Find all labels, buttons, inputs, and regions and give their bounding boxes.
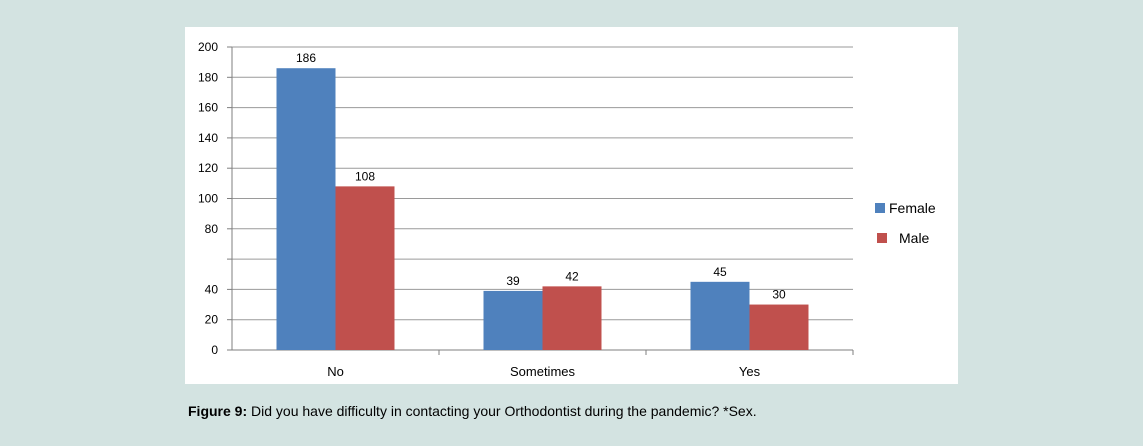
legend-swatch [877, 233, 887, 243]
data-label: 108 [355, 169, 375, 183]
legend-item-male: Male [877, 230, 929, 246]
x-tick-label: Sometimes [510, 364, 576, 379]
y-tick-label: 20 [205, 313, 219, 327]
bar-female [690, 281, 750, 350]
y-tick-label: 120 [198, 161, 218, 175]
bar-female [276, 68, 336, 351]
y-tick-label: 140 [198, 131, 218, 145]
bar-male [542, 286, 602, 350]
data-label: 45 [713, 265, 727, 279]
figure-caption: Figure 9: Did you have difficulty in con… [188, 403, 757, 419]
bar-male [749, 304, 809, 350]
data-label: 42 [565, 269, 579, 283]
x-tick-label: No [327, 364, 344, 379]
x-tick-label: Yes [739, 364, 761, 379]
y-tick-label: 160 [198, 101, 218, 115]
y-tick-label: 200 [198, 40, 218, 54]
y-tick-label: 100 [198, 192, 218, 206]
bar-male [335, 186, 395, 350]
data-label: 39 [506, 274, 520, 288]
data-label: 186 [296, 51, 316, 65]
y-tick-label: 180 [198, 70, 218, 84]
legend-label: Male [899, 230, 930, 246]
legend-swatch [875, 203, 885, 213]
legend-item-female: Female [875, 200, 936, 216]
y-tick-label: 0 [211, 343, 218, 357]
bar-chart: 0 20 40 80 100 120 140 160 180 200 No Sometimes Yes 1… [198, 40, 854, 379]
caption-label: Figure 9: [188, 403, 248, 419]
y-tick-label: 80 [205, 222, 219, 236]
data-label: 30 [772, 288, 786, 302]
caption-text: Did you have difficulty in contacting yo… [247, 403, 757, 419]
bar-female [483, 290, 543, 350]
chart-panel: 0 20 40 80 100 120 140 160 180 200 No Sometimes Yes 1… [185, 27, 958, 384]
y-tick-label: 40 [205, 282, 219, 296]
legend-label: Female [889, 200, 936, 216]
